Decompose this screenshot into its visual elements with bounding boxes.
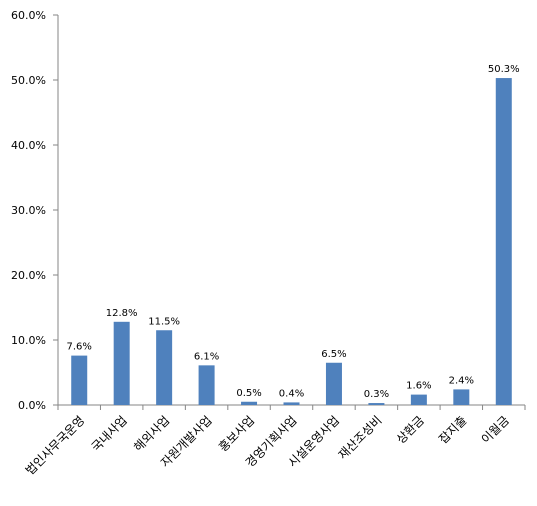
category-label: 홍보사업 xyxy=(216,413,257,454)
y-tick-label: 60.0% xyxy=(11,9,46,22)
data-label: 50.3% xyxy=(488,64,520,75)
data-label: 2.4% xyxy=(449,375,474,386)
data-label: 0.3% xyxy=(364,389,389,400)
bar xyxy=(113,321,130,405)
y-tick-label: 0.0% xyxy=(18,399,46,412)
category-label: 이월금 xyxy=(479,413,512,446)
bar xyxy=(325,362,342,405)
category-label: 해외사업 xyxy=(131,413,172,454)
bar xyxy=(198,365,215,405)
data-label: 0.4% xyxy=(279,388,304,399)
bar xyxy=(410,394,427,405)
y-tick-label: 10.0% xyxy=(11,334,46,347)
bar xyxy=(156,330,173,405)
category-label: 상환금 xyxy=(394,413,427,446)
data-label: 12.8% xyxy=(106,308,138,319)
category-label: 법인사무국운영 xyxy=(23,413,88,478)
plot-area: 0.0% 10.0% 20.0% 30.0% 40.0% 50.0% 60.0% 7.6% 법인… xyxy=(11,9,526,478)
y-tick-label: 40.0% xyxy=(11,139,46,152)
bar xyxy=(368,403,385,405)
bar xyxy=(495,78,512,406)
data-label: 6.1% xyxy=(194,351,219,362)
data-label: 7.6% xyxy=(67,342,92,353)
y-tick-label: 50.0% xyxy=(11,74,46,87)
data-label: 1.6% xyxy=(406,381,431,392)
bar xyxy=(453,389,470,405)
data-label: 11.5% xyxy=(148,316,180,327)
category-label: 재산조성비 xyxy=(336,413,385,462)
bar xyxy=(241,401,258,405)
y-tick-label: 30.0% xyxy=(11,204,46,217)
y-tick-label: 20.0% xyxy=(11,269,46,282)
bar xyxy=(283,402,300,405)
category-label: 잡지출 xyxy=(436,413,469,446)
category-label: 국내사업 xyxy=(89,413,130,454)
bar xyxy=(71,355,88,405)
data-label: 0.5% xyxy=(236,388,261,399)
data-label: 6.5% xyxy=(321,349,346,360)
